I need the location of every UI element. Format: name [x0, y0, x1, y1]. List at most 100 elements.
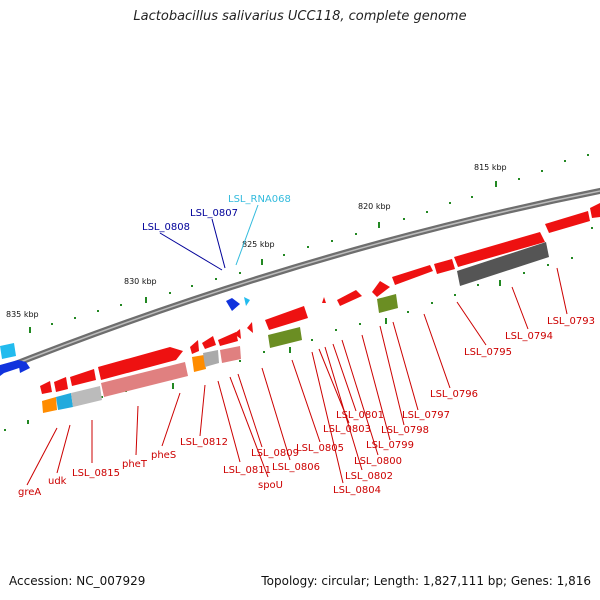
- leader-line: [159, 232, 223, 271]
- cds-feature[interactable]: [98, 347, 183, 380]
- cog-bar[interactable]: [203, 350, 219, 367]
- leader-line: [379, 325, 405, 426]
- rna-feature[interactable]: [0, 343, 16, 359]
- gene-label-LSL_0807[interactable]: LSL_0807: [190, 208, 238, 219]
- leader-line: [341, 339, 379, 456]
- leader-line: [361, 334, 391, 441]
- cds-feature[interactable]: [234, 329, 241, 339]
- cds-feature[interactable]: [218, 332, 238, 346]
- gene-label-LSL_0799[interactable]: LSL_0799: [366, 440, 414, 451]
- scale-label: 820 kbp: [358, 202, 391, 211]
- cds-feature[interactable]: [454, 232, 545, 267]
- cds-feature[interactable]: [372, 281, 390, 297]
- gene-label-spoU[interactable]: spoU: [258, 480, 283, 491]
- gene-label-LSL_0794[interactable]: LSL_0794: [505, 331, 553, 342]
- cds-forward: [247, 203, 600, 333]
- leader-line: [324, 346, 363, 471]
- gene-label-udk[interactable]: udk: [48, 476, 67, 487]
- gene-label-LSL_0798[interactable]: LSL_0798: [381, 425, 429, 436]
- leader-line: [456, 301, 487, 346]
- gene-label-greA[interactable]: greA: [18, 487, 41, 498]
- cds-feature[interactable]: [247, 322, 253, 333]
- cds-feature[interactable]: [265, 306, 308, 330]
- cds-feature[interactable]: [322, 297, 326, 303]
- gene-label-LSL_0809[interactable]: LSL_0809: [251, 448, 299, 459]
- cog-bar[interactable]: [377, 294, 398, 313]
- leader-line: [26, 427, 58, 486]
- rna-feature[interactable]: [18, 360, 30, 373]
- leader-line: [556, 267, 568, 315]
- cds-feature[interactable]: [202, 336, 216, 349]
- scale-ticks: [29, 154, 589, 333]
- genome-backbone-highlight: [0, 190, 600, 371]
- leader-line: [237, 373, 263, 448]
- gene-label-LSL_0797[interactable]: LSL_0797: [402, 410, 450, 421]
- gene-label-LSL_0812[interactable]: LSL_0812: [180, 437, 228, 448]
- leader-line: [161, 392, 181, 447]
- cds-feature[interactable]: [70, 369, 96, 386]
- gene-label-LSL_0802[interactable]: LSL_0802: [345, 471, 393, 482]
- cog-bar[interactable]: [71, 386, 102, 407]
- cds-feature[interactable]: [337, 290, 362, 306]
- cds-feature[interactable]: [40, 381, 52, 394]
- gene-label-LSL_0793[interactable]: LSL_0793: [547, 316, 595, 327]
- leader-line: [311, 351, 344, 484]
- scale-label: 815 kbp: [474, 163, 507, 172]
- leader-line: [135, 405, 139, 456]
- gene-label-LSL_0806[interactable]: LSL_0806: [272, 462, 320, 473]
- gene-label-LSL_0803[interactable]: LSL_0803: [323, 424, 371, 435]
- gene-label-LSL_0808[interactable]: LSL_0808: [142, 222, 190, 233]
- map-title: Lactobacillus salivarius UCC118, complet…: [133, 9, 467, 24]
- genome-summary: Topology: circular; Length: 1,827,111 bp…: [261, 574, 591, 588]
- cog-bar[interactable]: [56, 393, 73, 410]
- gene-label-LSL_0815[interactable]: LSL_0815: [72, 468, 120, 479]
- leader-line: [511, 286, 529, 330]
- leader-line: [261, 367, 291, 461]
- cds-feature[interactable]: [392, 265, 433, 285]
- gene-label-LSL_0804[interactable]: LSL_0804: [333, 485, 381, 496]
- leader-line: [199, 384, 206, 437]
- cog-bar[interactable]: [457, 242, 549, 286]
- cds-feature[interactable]: [54, 377, 68, 392]
- gene-label-pheT[interactable]: pheT: [122, 459, 148, 470]
- leader-line: [291, 359, 321, 443]
- leader-line: [211, 218, 226, 269]
- leader-line: [229, 376, 269, 478]
- scale-label: 825 kbp: [242, 240, 275, 249]
- leader-line: [56, 424, 71, 474]
- cog-bar[interactable]: [268, 327, 302, 348]
- leader-lines: [26, 204, 568, 486]
- rna-feature[interactable]: [244, 297, 250, 306]
- leader-line: [217, 380, 241, 463]
- gene-label-LSL_RNA068[interactable]: LSL_RNA068: [228, 194, 291, 205]
- cog-bar[interactable]: [192, 355, 206, 372]
- scale-label: 830 kbp: [124, 277, 157, 286]
- gene-label-LSL_0796[interactable]: LSL_0796: [430, 389, 478, 400]
- accession-text: Accession: NC_007929: [9, 574, 146, 588]
- inner-ticks: [4, 227, 593, 431]
- leader-line: [392, 321, 419, 411]
- cog-track: [42, 242, 549, 413]
- gene-label-LSL_0805[interactable]: LSL_0805: [296, 443, 344, 454]
- gene-label-LSL_0795[interactable]: LSL_0795: [464, 347, 512, 358]
- leader-line: [423, 313, 451, 389]
- gene-label-LSL_0801[interactable]: LSL_0801: [336, 410, 384, 421]
- cog-bar[interactable]: [101, 362, 188, 397]
- rna-feature[interactable]: [0, 360, 22, 376]
- rna-feature[interactable]: [226, 298, 240, 311]
- cds-feature[interactable]: [545, 211, 590, 233]
- cds-feature[interactable]: [590, 203, 600, 218]
- cds-reverse: [40, 329, 241, 394]
- scale-label: 835 kbp: [6, 310, 39, 319]
- cds-feature[interactable]: [190, 340, 199, 354]
- gene-label-pheS[interactable]: pheS: [151, 450, 176, 461]
- gene-label-LSL_0800[interactable]: LSL_0800: [354, 456, 402, 467]
- cog-bar[interactable]: [42, 397, 57, 413]
- cds-feature[interactable]: [434, 259, 455, 274]
- leader-line: [235, 204, 259, 266]
- leader-line: [332, 343, 357, 412]
- gene-label-LSL_0811[interactable]: LSL_0811: [223, 465, 271, 476]
- cog-bar[interactable]: [220, 346, 241, 363]
- rna-track: [0, 297, 250, 376]
